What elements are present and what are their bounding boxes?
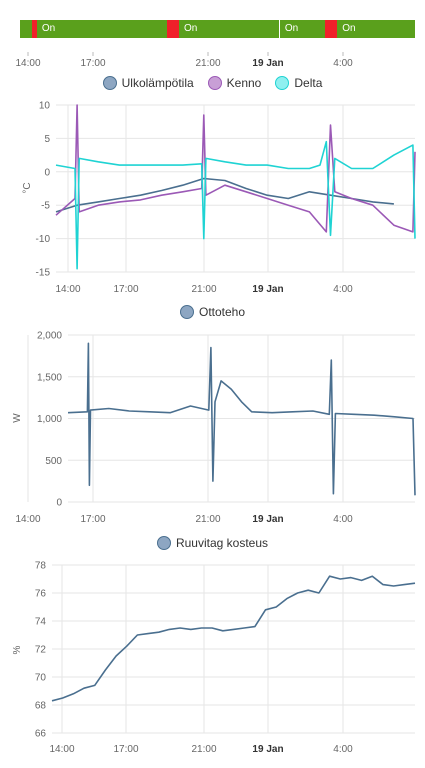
series-line-ottoteho[interactable] <box>67 342 416 496</box>
timeline-segment-off[interactable] <box>167 20 179 38</box>
legend-item-ruuvitag-kosteus[interactable]: Ruuvitag kosteus <box>156 536 269 550</box>
legend-label-ruuvitag-kosteus: Ruuvitag kosteus <box>175 536 269 550</box>
timeline-segment-on[interactable]: On <box>178 20 279 38</box>
timeline-x-tick-label: 17:00 <box>80 58 105 69</box>
legend-item-ottoteho[interactable]: Ottoteho <box>179 305 246 319</box>
legend-swatch-ottoteho <box>179 305 194 319</box>
legend-swatch-kenno <box>207 76 222 90</box>
temperature-legend: Ulkolämpötila Kenno Delta <box>0 76 425 90</box>
timeline-x-tick-label: 4:00 <box>333 58 353 69</box>
legend-item-kenno[interactable]: Kenno <box>207 76 262 90</box>
y-tick-label: 66 <box>35 729 47 740</box>
timeline-segment-off[interactable] <box>31 20 37 38</box>
y-tick-label: 72 <box>35 645 47 656</box>
y-tick-label: 5 <box>44 134 50 145</box>
timeline-x-tick-label: 19 Jan <box>252 58 283 69</box>
timeline-segment-on[interactable]: On <box>36 20 168 38</box>
y-tick-label: 0 <box>56 498 62 509</box>
x-tick-label: 4:00 <box>333 744 353 755</box>
y-tick-label: 2,000 <box>37 331 62 342</box>
series-line-ulkol-mp-tila[interactable] <box>55 177 394 213</box>
x-tick-label: 14:00 <box>15 514 40 525</box>
series-line-ruuvitag-kosteus[interactable] <box>51 575 416 702</box>
y-tick-label: 1,500 <box>37 372 62 383</box>
legend-item-delta[interactable]: Delta <box>275 76 322 90</box>
y-tick-label: 1,000 <box>37 414 62 425</box>
x-tick-label: 4:00 <box>333 284 353 295</box>
power-legend: Ottoteho <box>0 305 425 319</box>
x-tick-label: 14:00 <box>55 284 80 295</box>
x-tick-label: 4:00 <box>333 514 353 525</box>
timeline-x-axis: 14:00 17:00 21:00 19 Jan 4:00 <box>15 52 353 69</box>
y-tick-label: -10 <box>36 234 51 245</box>
x-tick-label: 19 Jan <box>252 744 283 755</box>
x-tick-label: 17:00 <box>80 514 105 525</box>
timeline-x-tick-label: 14:00 <box>15 58 40 69</box>
y-axis-label: W <box>12 413 23 423</box>
y-axis-label: °C <box>22 182 33 193</box>
x-tick-label: 21:00 <box>191 284 216 295</box>
x-tick-label: 21:00 <box>191 744 216 755</box>
timeline-segment-on[interactable]: On <box>278 20 326 38</box>
x-tick-label: 17:00 <box>113 284 138 295</box>
y-tick-label: 78 <box>35 561 47 572</box>
series-line-kenno[interactable] <box>55 104 416 233</box>
x-tick-label: 19 Jan <box>252 284 283 295</box>
x-tick-label: 21:00 <box>195 514 220 525</box>
series-line-delta[interactable] <box>55 140 416 270</box>
legend-label-ottoteho: Ottoteho <box>198 305 246 319</box>
x-tick-label: 14:00 <box>49 744 74 755</box>
y-tick-label: 76 <box>35 589 47 600</box>
timeline-segment-on[interactable] <box>20 20 32 38</box>
x-tick-label: 19 Jan <box>252 514 283 525</box>
x-tick-label: 17:00 <box>113 744 138 755</box>
humidity-legend: Ruuvitag kosteus <box>0 536 425 550</box>
timeline-segment-on[interactable]: On <box>337 20 415 38</box>
y-tick-label: 74 <box>35 617 47 628</box>
y-tick-label: 0 <box>44 167 50 178</box>
legend-item-ulkolampotila[interactable]: Ulkolämpötila <box>102 76 194 90</box>
state-timeline[interactable]: On On On On <box>20 20 415 38</box>
legend-swatch-delta <box>275 76 290 90</box>
legend-swatch-ulkolampotila <box>102 76 117 90</box>
y-tick-label: 500 <box>45 456 62 467</box>
timeline-x-tick-label: 21:00 <box>195 58 220 69</box>
legend-swatch-ruuvitag-kosteus <box>156 536 171 550</box>
timeline-segment-off[interactable] <box>325 20 338 38</box>
y-axis-label: % <box>12 645 23 654</box>
temperature-chart[interactable]: 10 5 0 -5 -10 -15 14:00 17:00 21:00 19 Jan 4:00 °C <box>0 96 425 296</box>
y-tick-label: 68 <box>35 701 47 712</box>
y-tick-label: -5 <box>41 201 50 212</box>
legend-label-delta: Delta <box>294 76 323 90</box>
y-tick-label: 10 <box>39 101 51 112</box>
legend-label-kenno: Kenno <box>226 76 262 90</box>
y-tick-label: 70 <box>35 673 47 684</box>
legend-label-ulkolampotila: Ulkolämpötila <box>121 76 194 90</box>
y-tick-label: -15 <box>36 268 51 279</box>
power-chart[interactable]: 2,000 1,500 1,000 500 0 14:00 17:00 21:00 19 Jan… <box>0 326 425 526</box>
